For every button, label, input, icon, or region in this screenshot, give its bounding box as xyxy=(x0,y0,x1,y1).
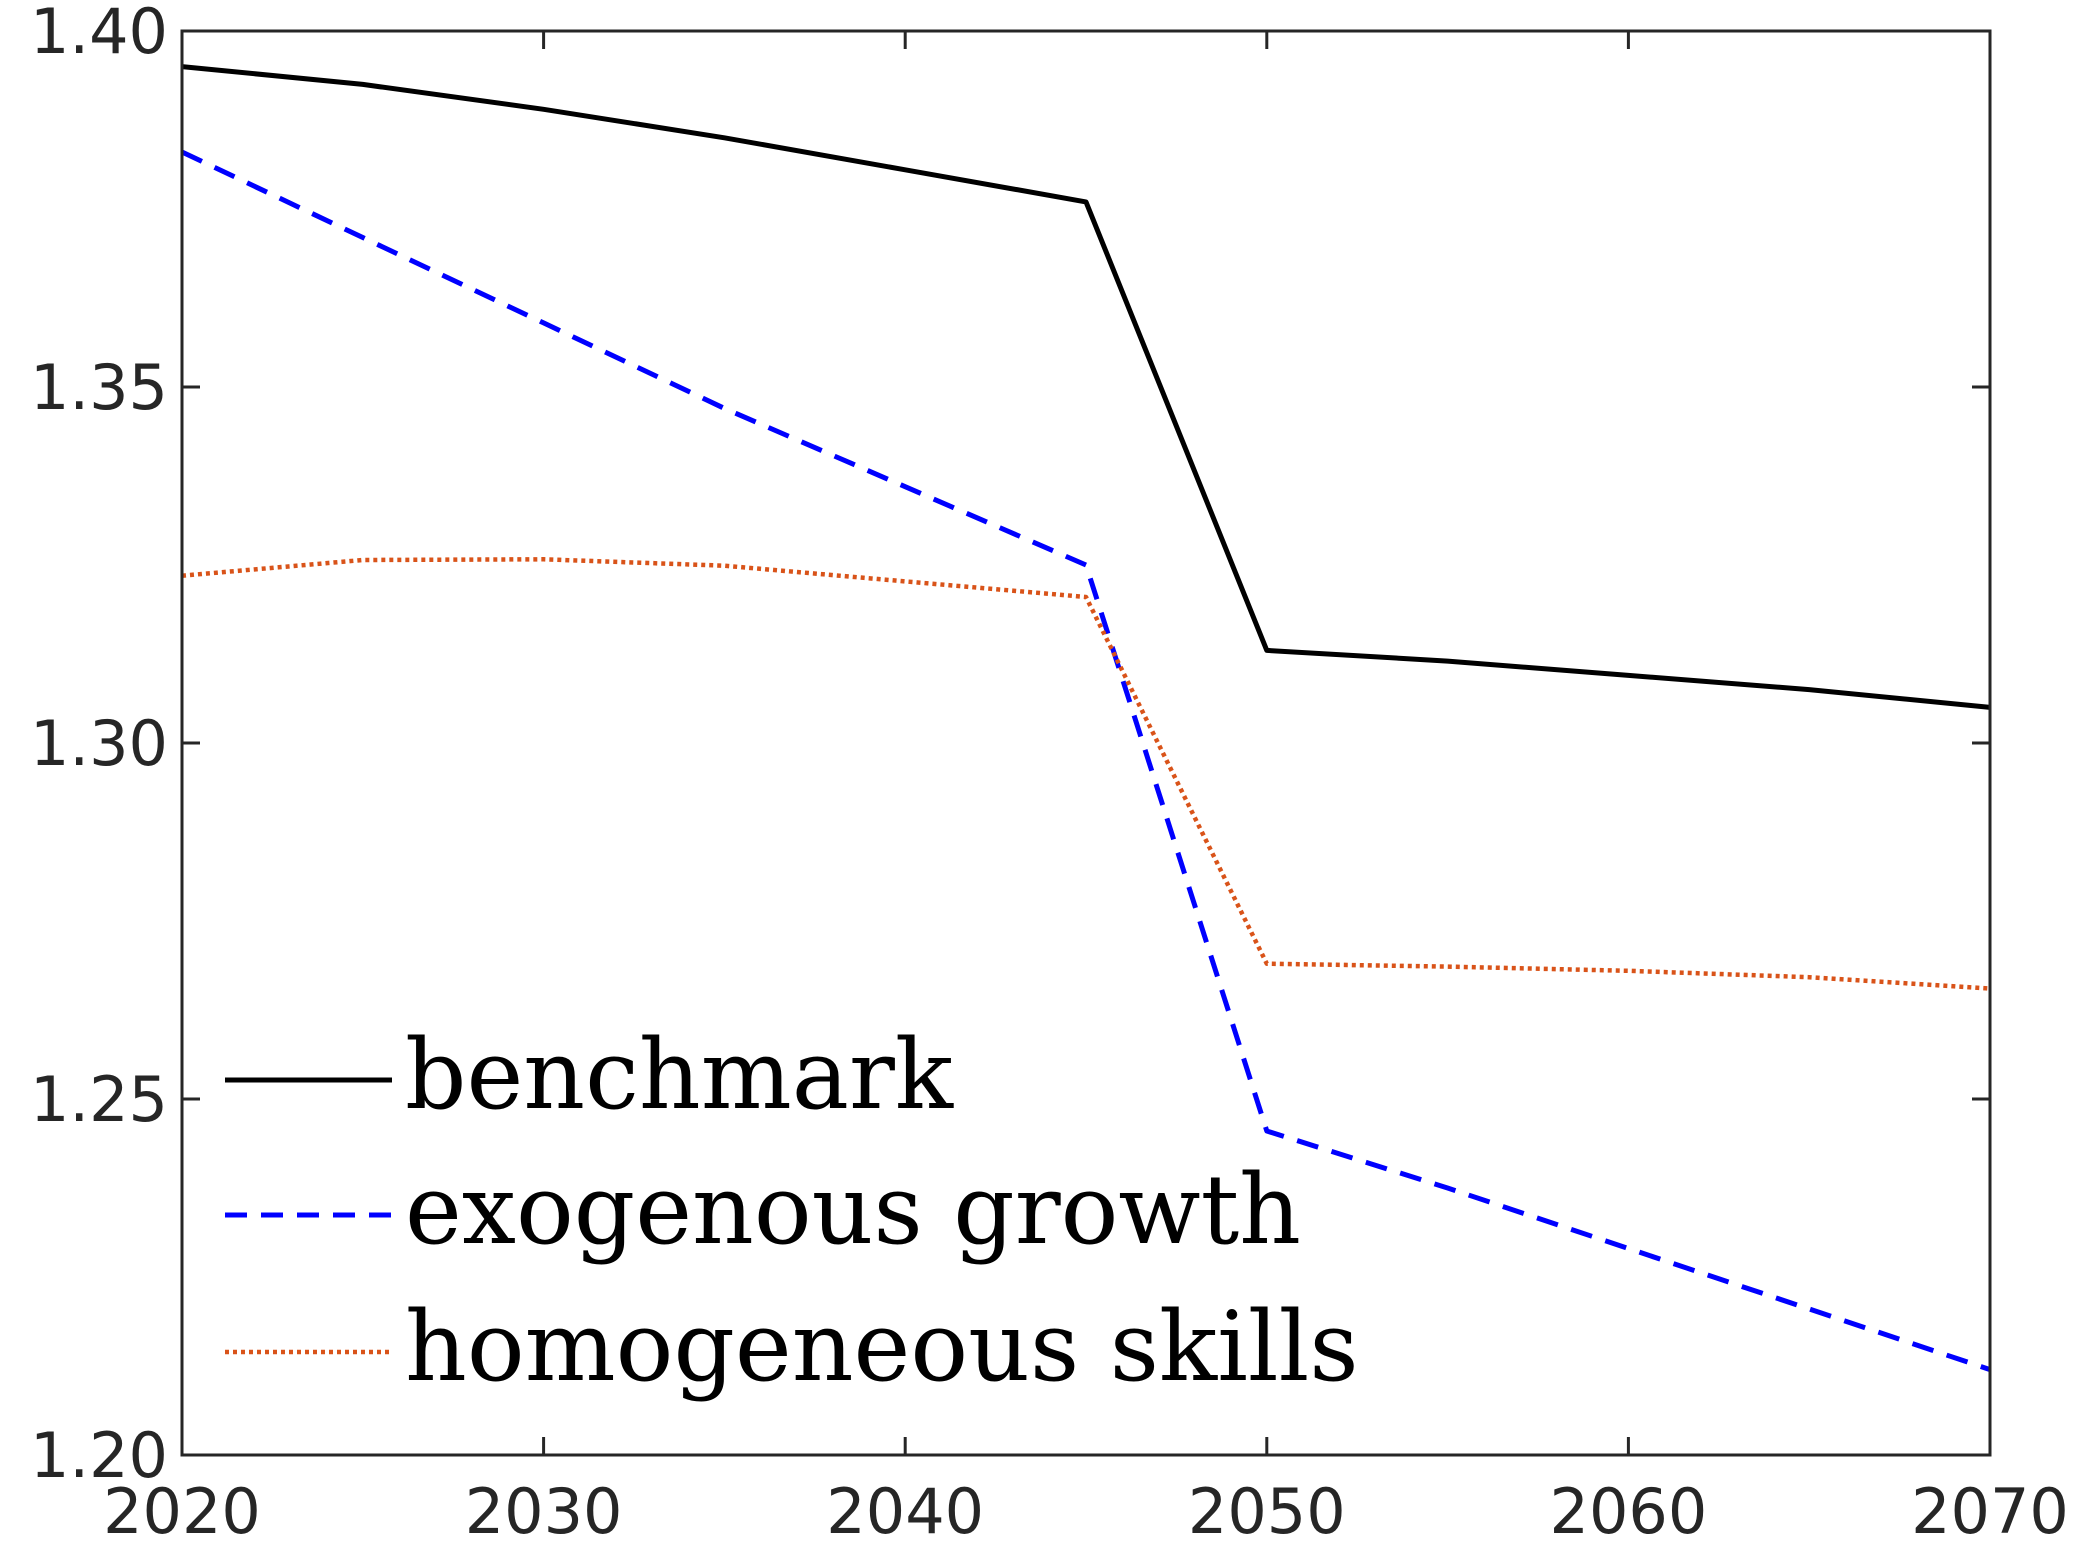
legend-label-homogeneous-skills: homogeneous skills xyxy=(405,1291,1359,1403)
y-tick-label: 1.35 xyxy=(30,351,168,424)
y-tick-label: 1.30 xyxy=(30,707,168,780)
x-tick-label: 2040 xyxy=(826,1475,984,1548)
x-tick-label: 2020 xyxy=(103,1475,261,1548)
series-line-exogenous-growth xyxy=(180,149,1991,1372)
x-tick-label: 2050 xyxy=(1188,1475,1346,1548)
legend-label-benchmark: benchmark xyxy=(405,1019,954,1131)
y-tick-label: 1.25 xyxy=(30,1063,168,1136)
x-tick-label: 2060 xyxy=(1550,1475,1708,1548)
series-layer xyxy=(180,64,1991,1372)
legend-label-exogenous-growth: exogenous growth xyxy=(405,1154,1301,1266)
y-tick-label: 1.40 xyxy=(30,0,168,68)
y-tick-label: 1.20 xyxy=(30,1419,168,1492)
x-tick-label: 2070 xyxy=(1911,1475,2069,1548)
x-tick-label: 2030 xyxy=(465,1475,623,1548)
legend: benchmark exogenous growth homogeneous ski… xyxy=(225,1019,1359,1403)
ticks-layer: 2020 2030 2040 2050 2060 2070 1.20 1.25 1.30 1.35… xyxy=(30,0,2069,1548)
